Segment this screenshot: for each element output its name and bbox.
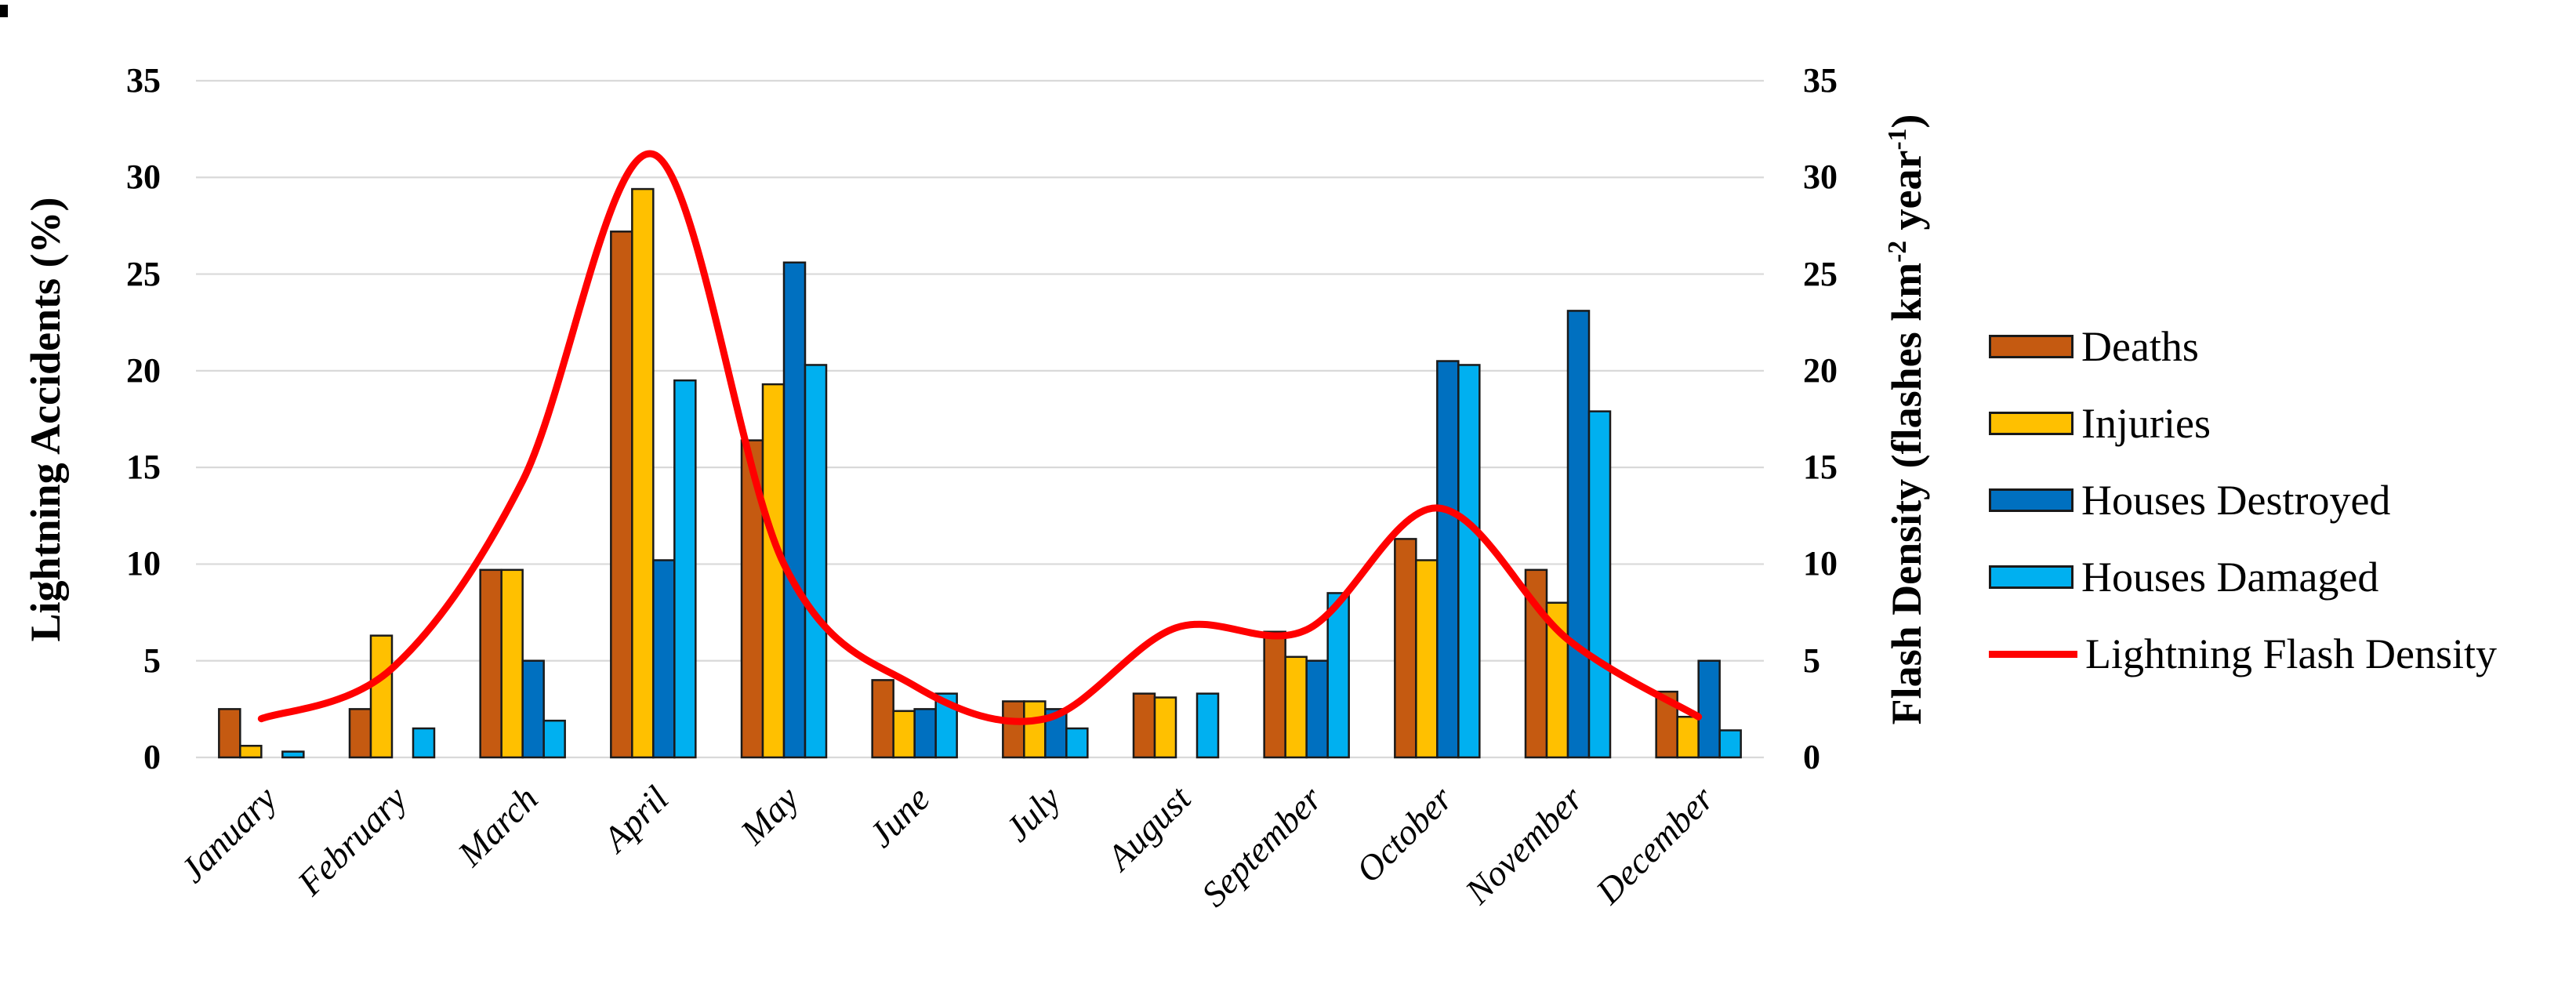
bar-houses-damaged-april [673,379,697,759]
bar-houses-damaged-september [1326,592,1350,759]
bar-deaths-april [610,231,633,759]
right-axis-title-sup-km: -2 [1883,240,1912,263]
bar-injuries-january [239,744,263,759]
bar-houses-destroyed-june [913,708,937,759]
right-axis-tick-5: 5 [1803,641,1820,680]
bar-injuries-october [1415,559,1439,759]
bar-houses-destroyed-december [1697,659,1721,759]
right-axis-title-text: Flash Density (flashes km [1883,262,1930,725]
left-axis-tick-10: 10 [126,544,161,583]
left-axis-tick-15: 15 [126,448,161,487]
series-injuries [239,187,1700,759]
bar-deaths-february [348,708,372,759]
bar-deaths-january [218,708,241,759]
right-axis-tick-20: 20 [1803,350,1838,390]
bar-deaths-march [479,568,503,759]
bar-injuries-september [1284,655,1308,759]
bar-injuries-april [631,187,655,759]
bar-injuries-july [1023,700,1047,759]
bar-deaths-august [1132,692,1156,759]
right-axis-tick-0: 0 [1803,738,1820,776]
bar-injuries-march [500,568,524,759]
bar-houses-damaged-october [1457,364,1481,759]
bar-houses-destroyed-may [782,261,807,759]
series-deaths [218,231,1678,759]
corner-artifact [0,5,8,17]
bar-houses-destroyed-march [521,659,545,759]
bar-houses-damaged-july [1065,727,1089,759]
bar-houses-destroyed-september [1305,659,1329,759]
right-axis-title: Flash Density (flashes km-2 year-1) [1882,114,1931,725]
right-axis-tick-35: 35 [1803,61,1838,100]
bar-deaths-may [740,439,764,759]
left-axis-tick-25: 25 [126,254,161,293]
bar-injuries-february [369,634,394,759]
left-axis-title: Lightning Accidents (%) [22,197,69,642]
bar-houses-damaged-january [281,750,305,759]
right-axis-title-text: ) [1883,114,1930,129]
bar-injuries-december [1676,715,1700,759]
left-axis-tick-5: 5 [143,641,161,680]
right-axis-tick-30: 30 [1803,158,1838,197]
bar-deaths-september [1263,630,1286,759]
bar-houses-damaged-march [542,719,566,759]
bar-houses-destroyed-november [1566,310,1591,759]
bar-injuries-august [1153,696,1177,759]
bar-houses-damaged-may [804,364,828,759]
right-axis-title-sup-year: -1 [1883,128,1912,151]
right-axis-tick-15: 15 [1803,448,1838,487]
right-axis-tick-25: 25 [1803,254,1838,293]
bar-houses-damaged-november [1587,410,1612,759]
line-lightning-flash-density [257,150,1703,725]
bar-houses-damaged-december [1718,729,1742,759]
bar-deaths-october [1394,538,1417,759]
bar-deaths-june [871,679,894,759]
series-houses-damaged [281,364,1742,759]
bar-houses-destroyed-october [1436,360,1460,759]
left-axis-tick-0: 0 [143,738,161,776]
bar-deaths-july [1002,700,1025,759]
bar-houses-damaged-august [1195,692,1220,759]
bar-houses-damaged-february [412,727,436,759]
left-axis-tick-20: 20 [126,350,161,390]
bar-houses-destroyed-april [652,559,676,759]
bar-injuries-may [761,383,785,759]
right-axis-tick-10: 10 [1803,544,1838,583]
right-axis-title-text: year [1883,150,1930,241]
left-axis-tick-30: 30 [126,158,161,197]
bar-injuries-june [892,710,916,759]
left-axis-tick-35: 35 [126,61,161,100]
